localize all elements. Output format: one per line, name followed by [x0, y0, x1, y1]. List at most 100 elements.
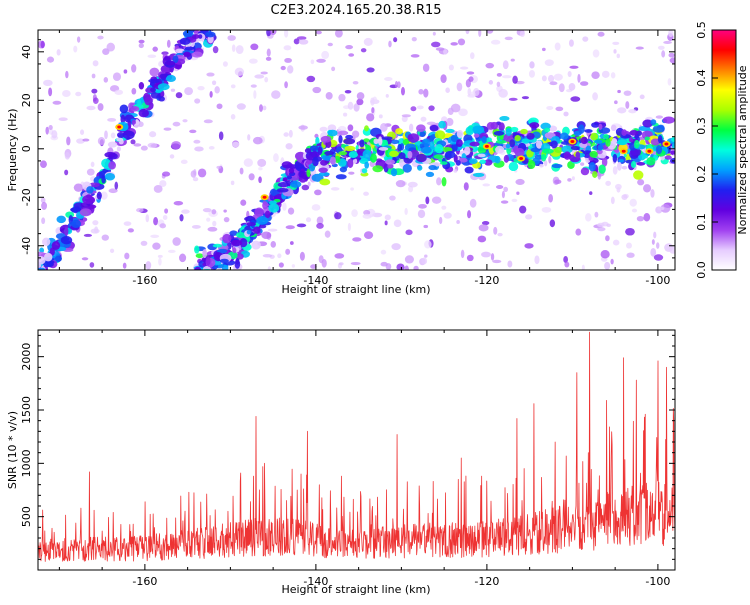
snr-y-tick-label: 1000	[20, 449, 33, 477]
spectrogram-speckle	[271, 90, 281, 99]
spectrogram-blob	[352, 158, 358, 164]
spectrogram-blob	[495, 145, 505, 154]
spectrogram-speckle	[280, 65, 286, 71]
spectrogram-blob	[520, 128, 528, 135]
spectrogram-speckle	[106, 42, 115, 52]
spectrogram-speckle	[554, 42, 561, 51]
spectrogram-blob	[597, 144, 603, 151]
spectrogram-speckle	[563, 255, 569, 264]
spectrogram-speckle	[555, 106, 564, 112]
spectrogram-speckle	[66, 136, 71, 146]
spectrogram-speckle	[334, 253, 345, 259]
spectrogram-x-tick-label: -120	[474, 274, 499, 287]
spectrogram-blob	[254, 207, 264, 217]
spectrogram-blob	[202, 269, 207, 270]
spectrogram-speckle	[605, 235, 610, 242]
spectrogram-blob	[580, 167, 590, 176]
spectrogram-speckle	[48, 87, 53, 97]
spectrogram-speckle	[459, 66, 469, 70]
spectrogram-blob	[473, 133, 480, 138]
spectrogram-blob	[108, 161, 116, 170]
spectrogram-speckle	[431, 196, 442, 204]
spectrogram-speckle	[131, 64, 137, 73]
spectrogram-blob	[361, 168, 368, 174]
spectrogram-blob	[79, 208, 92, 217]
spectrogram-speckle	[202, 208, 212, 213]
spectrogram-blob	[598, 164, 606, 174]
spectrogram-speckle	[40, 40, 45, 49]
spectrogram-blob	[235, 232, 246, 239]
spectrogram-blob	[594, 139, 603, 144]
spectrogram-speckle	[439, 216, 443, 225]
colorbar-gradient	[712, 30, 736, 270]
spectrogram-speckle	[348, 171, 355, 175]
spectrogram-speckle	[418, 203, 427, 209]
spectrogram-speckle	[216, 103, 223, 110]
spectrogram-speckle	[521, 96, 529, 100]
spectrogram-speckle	[207, 226, 218, 232]
spectrogram-blob	[464, 166, 474, 174]
spectrogram-speckle	[637, 179, 645, 186]
spectrogram-speckle	[411, 36, 417, 42]
spectrogram-blob	[150, 87, 156, 93]
spectrogram-speckle	[615, 183, 622, 190]
spectrogram-blob	[527, 160, 536, 170]
spectrogram-speckle	[150, 234, 160, 238]
spectrogram-blob	[655, 144, 663, 155]
spectrogram-blob	[205, 256, 211, 266]
spectrogram-speckle	[127, 228, 134, 233]
spectrogram-speckle	[502, 75, 512, 79]
spectrogram-speckle	[350, 261, 361, 266]
spectrogram-blob	[101, 174, 106, 184]
spectrogram-blob	[130, 106, 140, 112]
spectrogram-speckle	[591, 71, 600, 80]
spectrogram-speckle	[267, 228, 278, 232]
spectrogram-speckle	[570, 96, 581, 102]
spectrogram-blob	[450, 134, 458, 143]
spectrogram-speckle	[97, 137, 106, 146]
spectrogram-blob	[120, 114, 126, 124]
spectrogram-speckle	[171, 141, 182, 150]
spectrogram-speckle	[657, 45, 665, 50]
colorbar: 0.0 0.1 0.2 0.3 0.4 0.5 Normalized spectral a…	[695, 21, 749, 279]
spectrogram-speckle	[206, 72, 215, 77]
spectrogram-blob	[206, 17, 211, 23]
spectrogram-speckle	[450, 42, 458, 46]
spectrogram-speckle	[267, 266, 272, 270]
spectrogram-speckle	[223, 209, 227, 213]
spectrogram-speckle	[597, 31, 605, 37]
spectrogram-speckle	[481, 220, 490, 226]
spectrogram-blob	[592, 170, 598, 178]
spectrogram-blob	[503, 154, 510, 163]
spectrogram-blob	[509, 139, 516, 148]
spectrogram-speckle	[264, 76, 269, 83]
spectrogram-speckle	[218, 131, 224, 141]
spectrogram-blob	[165, 74, 176, 82]
spectrogram-blob	[60, 236, 73, 245]
spectrogram-blob	[327, 129, 338, 137]
spectrogram-speckle	[581, 264, 585, 270]
spectrogram-speckle	[273, 153, 279, 163]
spectrogram-speckle	[164, 208, 169, 214]
spectrogram-speckle	[441, 205, 447, 210]
spectrogram-blob	[629, 129, 639, 136]
spectrogram-blob	[580, 136, 588, 145]
spectrogram-blob	[282, 177, 288, 182]
spectrogram-speckle	[163, 127, 172, 131]
spectrogram-blob	[550, 140, 558, 149]
spectrogram-blob	[514, 134, 521, 142]
spectrogram-speckle	[209, 90, 213, 98]
spectrogram-blob	[425, 171, 435, 177]
spectrogram-speckle	[579, 81, 589, 86]
spectrogram-speckle	[425, 196, 430, 205]
spectrogram-blob	[590, 132, 599, 141]
spectrogram-speckle	[553, 73, 563, 81]
spectrogram-blob	[96, 191, 102, 200]
spectrogram-speckle	[133, 143, 142, 147]
spectrogram-blob	[312, 156, 319, 167]
spectrogram-speckle	[363, 191, 369, 196]
spectrogram-speckle	[338, 93, 346, 102]
spectrogram-blob	[256, 216, 269, 225]
spectrogram-blob	[54, 255, 62, 262]
spectrogram-hotspot-core	[570, 140, 575, 144]
